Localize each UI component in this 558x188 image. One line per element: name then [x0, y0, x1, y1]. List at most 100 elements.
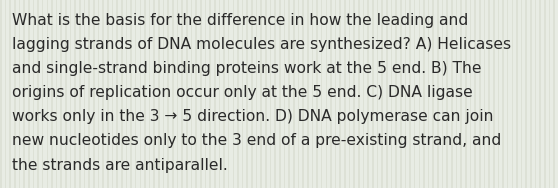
Bar	[228, 0, 229, 188]
Bar	[149, 0, 151, 188]
Bar	[130, 0, 132, 188]
Text: works only in the 3 → 5 direction. D) DNA polymerase can join: works only in the 3 → 5 direction. D) DN…	[12, 109, 494, 124]
Bar	[507, 0, 508, 188]
Bar	[535, 0, 536, 188]
Bar	[107, 0, 109, 188]
Bar	[395, 0, 397, 188]
Bar	[456, 0, 458, 188]
Bar	[423, 0, 425, 188]
Bar	[18, 0, 20, 188]
Bar	[325, 0, 327, 188]
Bar	[102, 0, 104, 188]
Bar	[14, 0, 16, 188]
Bar	[121, 0, 123, 188]
Bar	[377, 0, 378, 188]
Bar	[516, 0, 518, 188]
Bar	[9, 0, 11, 188]
Bar	[60, 0, 62, 188]
Text: and single-strand binding proteins work at the 5 end. B) The: and single-strand binding proteins work …	[12, 61, 482, 76]
Bar	[293, 0, 295, 188]
Bar	[181, 0, 183, 188]
Bar	[56, 0, 57, 188]
Bar	[349, 0, 350, 188]
Bar	[23, 0, 25, 188]
Bar	[88, 0, 90, 188]
Bar	[335, 0, 336, 188]
Bar	[498, 0, 499, 188]
Bar	[460, 0, 462, 188]
Text: lagging strands of DNA molecules are synthesized? A) Helicases: lagging strands of DNA molecules are syn…	[12, 37, 511, 52]
Bar	[167, 0, 169, 188]
Bar	[200, 0, 201, 188]
Bar	[321, 0, 323, 188]
Bar	[544, 0, 546, 188]
Bar	[98, 0, 99, 188]
Bar	[302, 0, 304, 188]
Bar	[484, 0, 485, 188]
Bar	[339, 0, 341, 188]
Bar	[233, 0, 234, 188]
Bar	[42, 0, 44, 188]
Bar	[372, 0, 374, 188]
Text: What is the basis for the difference in how the leading and: What is the basis for the difference in …	[12, 13, 469, 28]
Bar	[432, 0, 434, 188]
Bar	[4, 0, 6, 188]
Bar	[540, 0, 541, 188]
Bar	[465, 0, 466, 188]
Text: origins of replication occur only at the 5 end. C) DNA ligase: origins of replication occur only at the…	[12, 85, 473, 100]
Bar	[93, 0, 95, 188]
Text: new nucleotides only to the 3 end of a pre-existing strand, and: new nucleotides only to the 3 end of a p…	[12, 133, 502, 149]
Bar	[79, 0, 81, 188]
Bar	[46, 0, 48, 188]
Bar	[493, 0, 494, 188]
Bar	[391, 0, 392, 188]
Bar	[209, 0, 211, 188]
Bar	[247, 0, 248, 188]
Bar	[37, 0, 39, 188]
Bar	[51, 0, 53, 188]
Bar	[297, 0, 299, 188]
Bar	[512, 0, 513, 188]
Bar	[502, 0, 504, 188]
Bar	[530, 0, 532, 188]
Bar	[153, 0, 155, 188]
Bar	[144, 0, 146, 188]
Bar	[65, 0, 67, 188]
Bar	[214, 0, 215, 188]
Bar	[205, 0, 206, 188]
Bar	[191, 0, 193, 188]
Bar	[549, 0, 550, 188]
Bar	[265, 0, 267, 188]
Bar	[135, 0, 137, 188]
Bar	[470, 0, 472, 188]
Bar	[367, 0, 369, 188]
Bar	[353, 0, 355, 188]
Text: the strands are antiparallel.: the strands are antiparallel.	[12, 158, 228, 173]
Bar	[158, 0, 160, 188]
Bar	[70, 0, 71, 188]
Bar	[177, 0, 179, 188]
Bar	[442, 0, 444, 188]
Bar	[479, 0, 480, 188]
Bar	[172, 0, 174, 188]
Bar	[237, 0, 239, 188]
Bar	[474, 0, 476, 188]
Bar	[409, 0, 411, 188]
Bar	[195, 0, 197, 188]
Bar	[307, 0, 309, 188]
Bar	[344, 0, 346, 188]
Bar	[400, 0, 402, 188]
Bar	[74, 0, 76, 188]
Bar	[112, 0, 113, 188]
Bar	[316, 0, 318, 188]
Bar	[363, 0, 364, 188]
Bar	[418, 0, 420, 188]
Bar	[279, 0, 281, 188]
Bar	[116, 0, 118, 188]
Bar	[219, 0, 220, 188]
Bar	[521, 0, 522, 188]
Bar	[32, 0, 34, 188]
Bar	[288, 0, 290, 188]
Bar	[256, 0, 257, 188]
Bar	[311, 0, 313, 188]
